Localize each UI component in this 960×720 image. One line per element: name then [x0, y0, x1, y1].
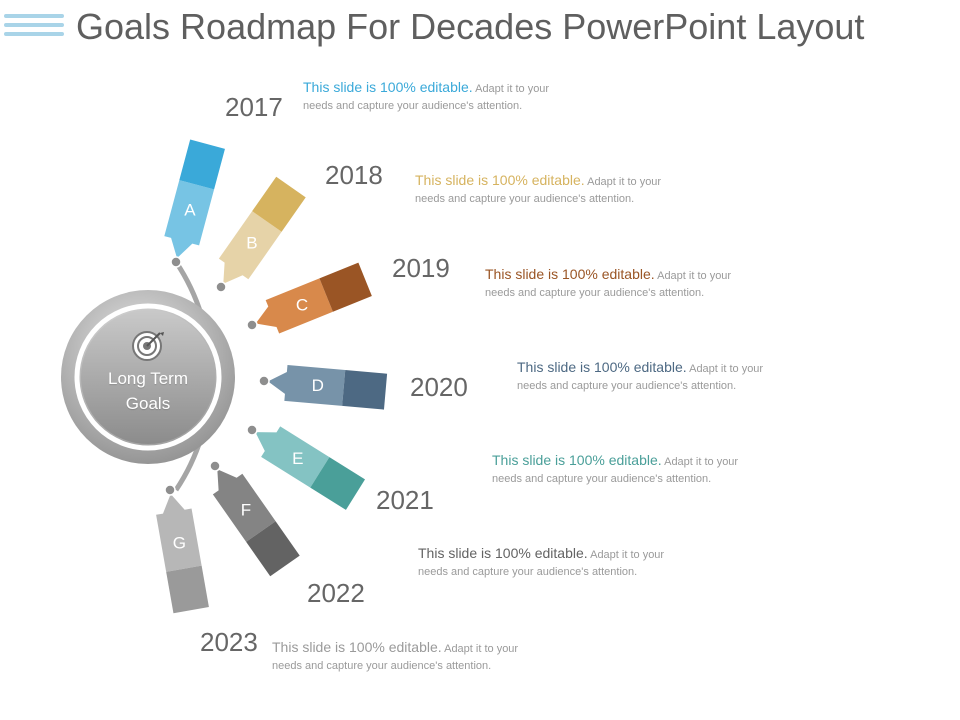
- description-lead: This slide is 100% editable.: [303, 79, 473, 95]
- marker-body: [255, 278, 333, 334]
- description-lead: This slide is 100% editable.: [418, 545, 588, 561]
- milestone-marker-e: E: [255, 426, 366, 510]
- menu-lines-icon: [4, 14, 64, 44]
- marker-letter: C: [296, 295, 308, 314]
- description-lead: This slide is 100% editable.: [485, 266, 655, 282]
- marker-letter: F: [241, 501, 251, 520]
- marker-tail: [342, 370, 388, 410]
- milestone-year: 2019: [392, 253, 450, 283]
- timeline-dot: [170, 256, 182, 268]
- marker-tail: [166, 565, 209, 614]
- timeline-dot: [209, 460, 221, 472]
- marker-body: [267, 364, 346, 406]
- milestone-marker-d: D: [267, 364, 388, 410]
- milestone-year: 2022: [307, 578, 365, 608]
- milestone-year: 2021: [376, 485, 434, 515]
- milestone-description: This slide is 100% editable. Adapt it to…: [303, 80, 603, 114]
- description-body: Adapt it to your: [584, 176, 662, 188]
- milestone-year: 2023: [200, 627, 258, 657]
- description-body: needs and capture your audience's attent…: [517, 380, 737, 392]
- center-goal-circle: [61, 290, 235, 464]
- timeline-dot: [246, 424, 258, 436]
- description-body: needs and capture your audience's attent…: [303, 100, 523, 112]
- marker-tail: [246, 521, 300, 577]
- description-body: needs and capture your audience's attent…: [418, 566, 638, 578]
- description-body: Adapt it to your: [472, 83, 550, 95]
- page-title: Goals Roadmap For Decades PowerPoint Lay…: [76, 6, 865, 47]
- marker-tail: [252, 176, 306, 232]
- milestone-description: This slide is 100% editable. Adapt it to…: [272, 640, 572, 674]
- timeline-dot: [215, 281, 227, 293]
- description-body: needs and capture your audience's attent…: [415, 193, 635, 205]
- marker-letter: D: [312, 376, 324, 395]
- description-lead: This slide is 100% editable.: [415, 172, 585, 188]
- marker-body: [218, 211, 282, 284]
- marker-body: [255, 426, 330, 488]
- description-body: Adapt it to your: [686, 363, 764, 375]
- center-label-line1: Long Term: [107, 369, 188, 388]
- marker-body: [164, 180, 215, 259]
- marker-body: [156, 493, 202, 572]
- center-label-line2: Goals: [125, 394, 171, 413]
- milestone-marker-a: A: [164, 139, 225, 259]
- target-icon: [132, 331, 164, 361]
- center-goal-label: Long Term Goals: [86, 366, 210, 416]
- marker-tail: [179, 139, 225, 190]
- marker-letter: G: [173, 534, 186, 553]
- milestone-marker-f: F: [212, 469, 300, 577]
- milestone-year: 2017: [225, 92, 283, 122]
- description-body: needs and capture your audience's attent…: [485, 287, 705, 299]
- description-lead: This slide is 100% editable.: [272, 639, 442, 655]
- milestone-marker-c: C: [255, 262, 372, 334]
- marker-tail: [319, 262, 372, 312]
- milestone-year: 2018: [325, 160, 383, 190]
- marker-letter: B: [246, 233, 257, 252]
- timeline-dot: [258, 375, 270, 387]
- description-body: Adapt it to your: [587, 549, 665, 561]
- milestone-description: This slide is 100% editable. Adapt it to…: [415, 173, 715, 207]
- description-body: Adapt it to your: [661, 456, 739, 468]
- marker-body: [212, 469, 276, 542]
- marker-tail: [310, 457, 366, 510]
- description-body: Adapt it to your: [441, 643, 519, 655]
- milestone-description: This slide is 100% editable. Adapt it to…: [517, 360, 817, 394]
- timeline-dot: [246, 319, 258, 331]
- milestone-marker-b: B: [218, 176, 306, 284]
- milestone-year: 2020: [410, 372, 468, 402]
- timeline-dot: [164, 484, 176, 496]
- description-body: needs and capture your audience's attent…: [272, 660, 492, 672]
- description-lead: This slide is 100% editable.: [492, 452, 662, 468]
- description-lead: This slide is 100% editable.: [517, 359, 687, 375]
- milestone-description: This slide is 100% editable. Adapt it to…: [418, 546, 718, 580]
- milestone-description: This slide is 100% editable. Adapt it to…: [485, 267, 785, 301]
- marker-letter: A: [184, 200, 196, 219]
- marker-letter: E: [292, 449, 303, 468]
- description-body: needs and capture your audience's attent…: [492, 473, 712, 485]
- milestone-marker-g: G: [156, 493, 209, 614]
- milestone-description: This slide is 100% editable. Adapt it to…: [492, 453, 792, 487]
- description-body: Adapt it to your: [654, 270, 732, 282]
